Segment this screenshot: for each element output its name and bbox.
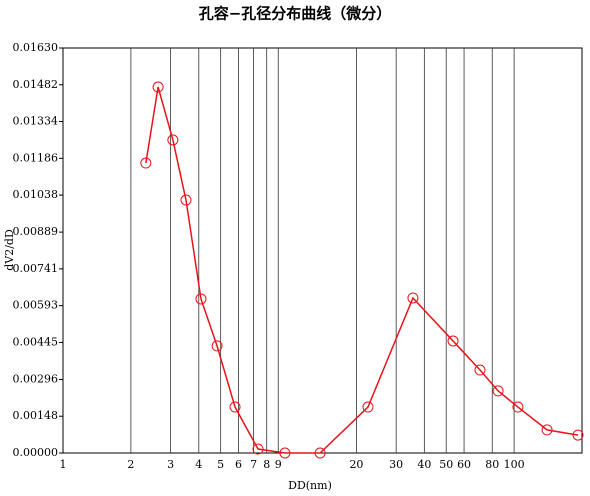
y-tick-label: 0.00000 [13,446,59,459]
data-point [512,401,524,413]
data-point [167,134,179,146]
data-point [447,335,459,347]
y-tick-label: 0.01186 [13,151,59,164]
y-tick-label: 0.01038 [13,188,59,201]
x-tick-label: 20 [349,458,363,471]
data-line [145,86,579,454]
data-point [572,429,584,441]
x-tick-label: 5 [217,458,224,471]
y-tick-label: 0.00741 [13,262,59,275]
x-tick-label: 60 [457,458,471,471]
data-point [314,447,326,459]
x-tick-label: 100 [504,458,525,471]
x-tick-label: 4 [195,458,202,471]
y-tick-label: 0.01482 [13,78,59,91]
y-tick-label: 0.00593 [13,299,59,312]
data-point [407,292,419,304]
x-tick-label: 30 [389,458,403,471]
x-tick-label: 40 [417,458,431,471]
data-point [474,364,486,376]
x-tick-label: 6 [235,458,242,471]
x-tick-label: 80 [485,458,499,471]
y-tick-label: 0.01630 [13,41,59,54]
y-tick-label: 0.00296 [13,372,59,385]
data-point [140,157,152,169]
data-point [229,401,241,413]
data-point [152,81,164,93]
data-point [492,385,504,397]
data-point [195,293,207,305]
x-tick-label: 50 [439,458,453,471]
data-point [362,401,374,413]
plot-frame [62,47,583,454]
x-tick-label: 3 [167,458,174,471]
data-point [279,447,291,459]
data-point [541,424,553,436]
y-axis-label: dV2/dD [3,229,16,271]
x-tick-label: 2 [127,458,134,471]
chart-title: 孔容−孔径分布曲线（微分） [199,5,392,23]
y-tick-label: 0.00445 [13,335,59,348]
x-tick-label: 8 [263,458,270,471]
x-tick-label: 9 [275,458,282,471]
x-tick-label: 1 [60,458,67,471]
data-point [180,194,192,206]
y-tick-label: 0.01334 [13,115,59,128]
x-tick-label: 7 [250,458,257,471]
data-point [252,443,264,455]
data-point [211,340,223,352]
y-tick-label: 0.00148 [13,409,59,422]
y-tick-label: 0.00889 [13,225,59,238]
x-axis-label: DD(nm) [288,479,332,492]
